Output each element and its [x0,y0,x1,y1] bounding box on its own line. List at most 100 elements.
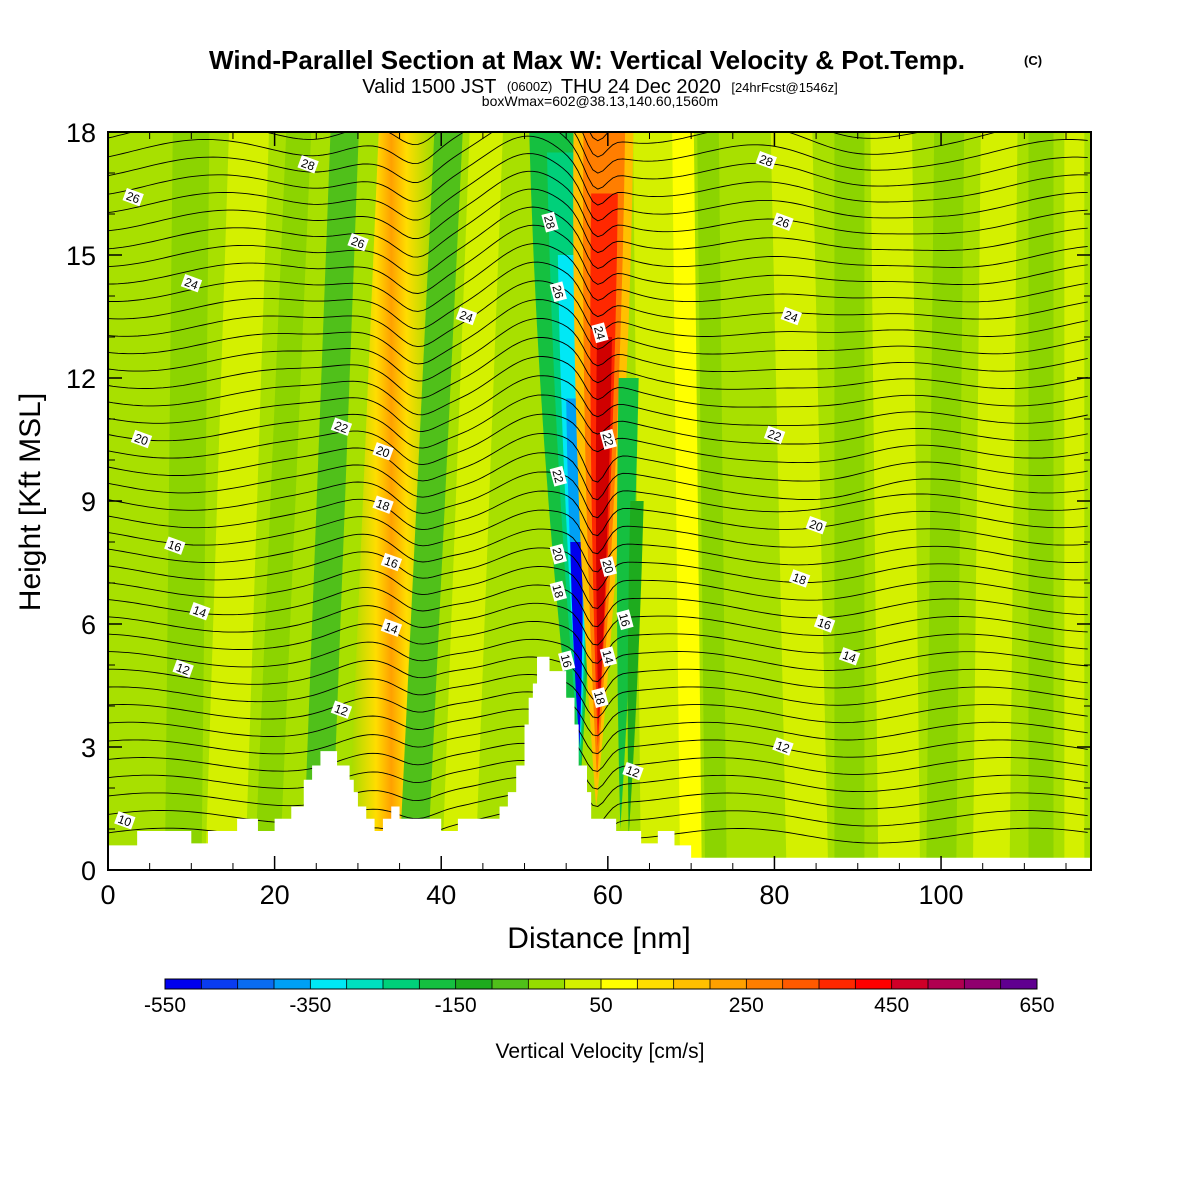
y-axis-label: Height [Kft MSL] [14,393,47,611]
contour-label-box [114,811,136,830]
contour-line [108,509,1088,555]
velocity-band [254,132,312,870]
contour-label-box [172,659,194,678]
contour-label-box [372,442,394,461]
contour-label: 14 [189,602,211,621]
contour-line [108,224,1088,294]
contour-label-box [549,580,567,602]
contour-label: 16 [616,609,634,631]
colorbar-swatch [928,979,965,989]
contour-line [108,132,1088,190]
x-tick-label: 100 [919,880,964,910]
contour-label-text: 14 [841,648,859,666]
contour-line [108,674,1088,719]
colorbar-swatch [1000,979,1038,989]
contour-label-box [591,322,609,344]
contour-label: 12 [772,737,794,756]
colorbar-swatch [528,979,566,989]
contour-label-box [549,543,567,565]
colorbar-swatch [891,979,929,989]
contour-label-box [549,465,567,487]
subtitle-valid: Valid 1500 JST [362,76,496,98]
contour-label: 24 [180,274,203,293]
contour-label: 22 [763,425,786,444]
x-tick-label: 20 [260,880,290,910]
contour-label: 26 [549,281,567,303]
colorbar-swatch [492,979,529,989]
velocity-band [697,132,727,870]
colorbar-tick-label: 250 [729,994,764,1017]
colorbar-tick-label: -550 [144,994,186,1017]
contour-label: 18 [788,569,811,588]
contour-label-box [805,515,827,535]
contour-line [108,432,1088,483]
contour-line [108,528,1088,573]
contour-label-text: 18 [591,690,608,707]
contour-label-box [330,417,353,436]
contour-label: 20 [372,442,394,461]
contour-label: 12 [330,700,353,719]
velocity-band [1028,132,1054,870]
contour-label: 22 [549,465,567,487]
contour-line [108,452,1088,501]
contour-label: 14 [599,646,617,668]
contour-label-box [347,233,369,252]
contour-label-text: 12 [174,660,192,678]
contour-label-box [755,151,777,170]
axes: 0 20 40 60 80 100 0 3 6 9 12 15 18 [66,118,1091,910]
contour-label: 18 [549,580,567,602]
contour-label-text: 24 [458,308,476,326]
contour-label-box [591,687,609,709]
contour-line [108,394,1088,449]
colorbar-tick-label: 650 [1019,994,1054,1017]
colorbar-tick-label: 50 [589,994,612,1017]
contour-label: 24 [591,322,609,344]
contour-line [108,602,1088,646]
colorbar-swatch [455,979,493,989]
y-tick-label: 6 [81,610,96,640]
contour-label: 20 [599,556,617,577]
contour-label: 28 [297,155,319,174]
contour-line [108,188,1088,258]
contour-label-text: 28 [541,214,558,231]
contour-label-text: 22 [599,431,616,448]
colorbar-swatch [710,979,747,989]
colorbar-tick-label: -350 [289,994,331,1017]
y-tick-label: 15 [66,241,96,271]
contour-label: 28 [541,211,559,233]
contour-label-box [297,155,319,174]
contour-label: 26 [347,233,369,252]
colorbar-swatch [383,979,420,989]
velocity-band [441,132,503,870]
colorbar: -550 -350 -150 50 250 450 650 [144,978,1055,1017]
contour-label-box [838,647,861,666]
contour-label-box [189,602,211,621]
velocity-band [972,132,1018,870]
contour-line [108,132,999,158]
contour-label: 22 [599,428,617,450]
title-mark: (C) [1024,53,1042,68]
contour-line [108,638,1088,683]
contour-line [108,153,1088,222]
colorbar-swatch [964,979,1002,989]
x-axis-label: Distance [nm] [507,922,690,955]
contour-line [589,132,922,142]
contour-label-text: 16 [166,537,184,555]
contour-line [108,132,1088,174]
contour-line [108,759,1088,807]
contour-label: 14 [838,647,861,666]
terrain [108,656,1091,870]
contour-label-box [772,737,794,756]
contour-label-text: 24 [782,308,800,326]
contour-label-box [616,609,634,631]
colorbar-swatch [819,979,856,989]
x-tick-label: 0 [100,880,115,910]
contour-label-box [380,618,403,637]
contour-label-text: 24 [591,325,608,342]
contour-label-box [330,700,353,719]
contour-label-text: 16 [816,615,834,633]
contour-label-box [380,552,403,572]
contour-label-text: 16 [616,612,633,629]
contour-label-text: 26 [349,234,367,252]
